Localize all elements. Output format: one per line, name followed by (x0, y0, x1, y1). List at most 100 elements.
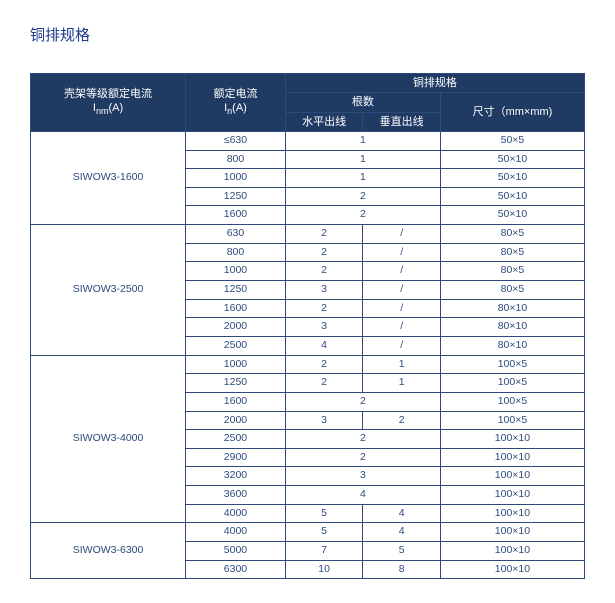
cell-size: 50×10 (440, 187, 584, 206)
cell-count-merged: 4 (285, 486, 440, 505)
cell-rated: 5000 (186, 541, 286, 560)
cell-vout: 1 (363, 355, 441, 374)
cell-hout: 5 (285, 523, 363, 542)
cell-vout: 5 (363, 541, 441, 560)
cell-rated: 1000 (186, 355, 286, 374)
cell-size: 50×10 (440, 169, 584, 188)
cell-rated: ≤630 (186, 131, 286, 150)
cell-size: 100×10 (440, 430, 584, 449)
cell-size: 100×10 (440, 486, 584, 505)
cell-size: 100×10 (440, 541, 584, 560)
cell-hout: 3 (285, 411, 363, 430)
cell-rated: 1250 (186, 281, 286, 300)
cell-hout: 2 (285, 374, 363, 393)
header-frame: 壳架等级额定电流 Inm(A) (31, 74, 186, 132)
cell-hout: 4 (285, 336, 363, 355)
cell-size: 80×5 (440, 225, 584, 244)
cell-size: 100×10 (440, 467, 584, 486)
cell-count-merged: 1 (285, 169, 440, 188)
table-row: SIWOW3-6300400054100×10 (31, 523, 585, 542)
cell-rated: 630 (186, 225, 286, 244)
cell-frame: SIWOW3-4000 (31, 355, 186, 523)
cell-vout: 4 (363, 523, 441, 542)
page-title: 铜排规格 (30, 24, 585, 45)
cell-rated: 1250 (186, 374, 286, 393)
header-count: 根数 (285, 93, 440, 112)
cell-size: 100×5 (440, 392, 584, 411)
header-spec: 铜排规格 (285, 74, 584, 93)
cell-size: 100×10 (440, 523, 584, 542)
cell-vout: / (363, 225, 441, 244)
header-hout: 水平出线 (285, 112, 363, 131)
cell-rated: 2000 (186, 411, 286, 430)
cell-rated: 1600 (186, 299, 286, 318)
cell-size: 100×5 (440, 355, 584, 374)
cell-rated: 4000 (186, 523, 286, 542)
cell-rated: 1600 (186, 206, 286, 225)
cell-frame: SIWOW3-6300 (31, 523, 186, 579)
cell-hout: 2 (285, 262, 363, 281)
cell-frame: SIWOW3-1600 (31, 131, 186, 224)
cell-vout: 4 (363, 504, 441, 523)
cell-size: 100×5 (440, 374, 584, 393)
cell-hout: 3 (285, 281, 363, 300)
cell-size: 80×10 (440, 299, 584, 318)
cell-count-merged: 2 (285, 187, 440, 206)
cell-count-merged: 2 (285, 392, 440, 411)
cell-vout: / (363, 262, 441, 281)
spec-table: 壳架等级额定电流 Inm(A) 额定电流 In(A) 铜排规格 根数 尺寸（mm… (30, 73, 585, 579)
cell-hout: 7 (285, 541, 363, 560)
cell-hout: 5 (285, 504, 363, 523)
cell-hout: 2 (285, 243, 363, 262)
table-row: SIWOW3-4000100021100×5 (31, 355, 585, 374)
cell-hout: 2 (285, 355, 363, 374)
cell-vout: / (363, 281, 441, 300)
cell-size: 80×5 (440, 243, 584, 262)
cell-vout: 1 (363, 374, 441, 393)
cell-rated: 4000 (186, 504, 286, 523)
cell-vout: / (363, 318, 441, 337)
cell-frame: SIWOW3-2500 (31, 225, 186, 355)
cell-size: 100×10 (440, 504, 584, 523)
cell-size: 50×10 (440, 206, 584, 225)
cell-rated: 800 (186, 150, 286, 169)
cell-vout: / (363, 299, 441, 318)
cell-size: 80×10 (440, 336, 584, 355)
cell-rated: 2500 (186, 336, 286, 355)
cell-rated: 6300 (186, 560, 286, 579)
header-vout: 垂直出线 (363, 112, 441, 131)
cell-rated: 1000 (186, 169, 286, 188)
cell-rated: 1000 (186, 262, 286, 281)
table-body: SIWOW3-1600≤630150×5800150×101000150×101… (31, 131, 585, 578)
cell-rated: 3200 (186, 467, 286, 486)
table-row: SIWOW3-25006302/80×5 (31, 225, 585, 244)
cell-hout: 3 (285, 318, 363, 337)
table-row: SIWOW3-1600≤630150×5 (31, 131, 585, 150)
cell-rated: 2500 (186, 430, 286, 449)
cell-count-merged: 1 (285, 150, 440, 169)
cell-hout: 2 (285, 225, 363, 244)
cell-size: 80×5 (440, 262, 584, 281)
cell-size: 100×10 (440, 448, 584, 467)
cell-size: 50×10 (440, 150, 584, 169)
cell-count-merged: 2 (285, 206, 440, 225)
header-size: 尺寸（mm×mm) (440, 93, 584, 132)
cell-hout: 10 (285, 560, 363, 579)
cell-count-merged: 2 (285, 448, 440, 467)
cell-rated: 1600 (186, 392, 286, 411)
cell-size: 100×10 (440, 560, 584, 579)
cell-size: 80×10 (440, 318, 584, 337)
cell-rated: 2000 (186, 318, 286, 337)
cell-hout: 2 (285, 299, 363, 318)
cell-count-merged: 3 (285, 467, 440, 486)
cell-vout: 8 (363, 560, 441, 579)
cell-vout: / (363, 243, 441, 262)
cell-rated: 3600 (186, 486, 286, 505)
cell-size: 100×5 (440, 411, 584, 430)
cell-size: 80×5 (440, 281, 584, 300)
cell-size: 50×5 (440, 131, 584, 150)
cell-rated: 800 (186, 243, 286, 262)
cell-count-merged: 1 (285, 131, 440, 150)
cell-rated: 2900 (186, 448, 286, 467)
cell-count-merged: 2 (285, 430, 440, 449)
